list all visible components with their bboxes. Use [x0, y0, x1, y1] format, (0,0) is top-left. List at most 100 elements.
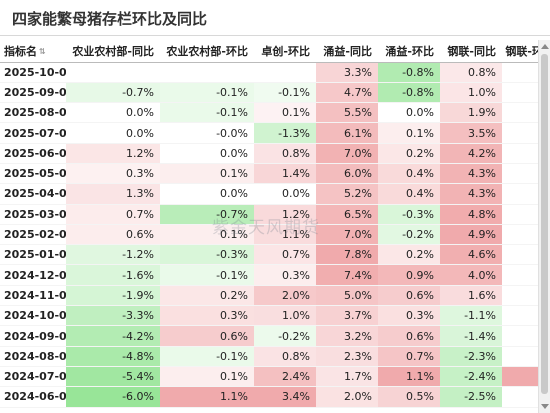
data-cell: 0. — [502, 285, 538, 307]
data-cell: 0.1% — [160, 366, 254, 388]
table-row[interactable]: 2024-10-01-3.3%0.3%1.0%3.7%0.3%-1.1%0. — [0, 305, 538, 327]
data-cell: 0. — [502, 183, 538, 205]
data-cell: 3.5% — [440, 122, 502, 144]
data-cell: 3.2% — [316, 325, 378, 347]
table-row[interactable]: 2025-06-011.2%0.0%0.8%7.0%0.2%4.2%0. — [0, 143, 538, 164]
data-cell: 1.1% — [254, 224, 316, 246]
data-cell: 0.1% — [254, 102, 316, 124]
data-cell: 3.7% — [316, 305, 378, 327]
scroll-up-icon[interactable] — [541, 44, 549, 49]
table-row[interactable]: 2025-03-010.7%-0.7%1.2%6.5%-0.3%4.8%0. — [0, 204, 538, 225]
table-row[interactable]: 2025-01-01-1.2%-0.3%0.7%7.8%0.2%4.6%0. — [0, 244, 538, 266]
column-header[interactable]: 涌益-环比 — [378, 40, 440, 63]
data-cell: 0.0% — [160, 183, 254, 205]
column-header[interactable]: 农业农村部-环比 — [160, 40, 254, 63]
row-date-cell: 2024-11-01 — [0, 285, 66, 307]
data-cell: 0.7% — [378, 346, 440, 367]
table-row[interactable]: 2024-12-01-1.6%-0.1%0.3%7.4%0.9%4.0%0. — [0, 264, 538, 286]
data-cell: -2.4% — [440, 366, 502, 388]
column-header[interactable]: 涌益-同比 — [316, 40, 378, 63]
data-cell: 2.4% — [254, 366, 316, 388]
data-cell: 0.8% — [254, 143, 316, 164]
data-cell: 4.3% — [440, 183, 502, 205]
row-date-cell: 2024-07-01 — [0, 366, 66, 388]
data-cell: 0.4% — [378, 183, 440, 205]
data-cell: 1.1% — [378, 366, 440, 388]
data-cell: -1.3% — [254, 122, 316, 144]
data-cell: 0.1% — [378, 122, 440, 144]
data-cell: 0. — [502, 143, 538, 164]
data-cell: 0. — [502, 325, 538, 347]
page-title: 四家能繁母猪存栏环比及同比 — [12, 10, 208, 28]
data-table: 指标名 ⇅ 农业农村部-同比 农业农村部-环比 卓创-环比 涌益-同比 涌益-环比 钢联-同比… — [0, 40, 538, 408]
data-cell: -4.2% — [66, 325, 160, 347]
data-cell: 7.4% — [316, 264, 378, 286]
table-row[interactable]: 2024-06-01-6.0%1.1%3.4%2.0%0.5%-2.5%0. — [0, 386, 538, 408]
table-row[interactable]: 2024-09-01-4.2%0.6%-0.2%3.2%0.6%-1.4%0. — [0, 325, 538, 347]
column-header[interactable]: 钢联-环比 — [502, 40, 538, 63]
data-cell: 0.0% — [66, 122, 160, 144]
table-body: 2025-10-013.3%-0.8%0.8%0.2025-09-01-0.7%… — [0, 62, 538, 408]
data-cell: -0.1% — [160, 346, 254, 367]
data-cell: -1.9% — [66, 285, 160, 307]
column-header[interactable]: 钢联-同比 — [440, 40, 502, 63]
row-date-cell: 2025-07-01 — [0, 122, 66, 144]
table-row[interactable]: 2025-02-010.6%0.1%1.1%7.0%-0.2%4.9%0. — [0, 224, 538, 246]
data-cell: 0.3% — [378, 305, 440, 327]
data-cell: 4.0% — [440, 264, 502, 286]
column-header-indicator[interactable]: 指标名 ⇅ — [0, 40, 66, 63]
data-cell: -3.3% — [66, 305, 160, 327]
row-date-cell: 2024-12-01 — [0, 264, 66, 286]
row-date-cell: 2024-09-01 — [0, 325, 66, 347]
data-cell: 0. — [502, 346, 538, 367]
data-cell: 0.0% — [160, 143, 254, 164]
data-cell: 4.8% — [440, 204, 502, 225]
data-cell — [66, 62, 160, 83]
data-cell: -6.0% — [66, 386, 160, 408]
data-cell: 0.2% — [378, 244, 440, 266]
data-cell: -1.4% — [440, 325, 502, 347]
scrollbar-thumb[interactable] — [541, 54, 548, 394]
data-cell: -0. — [502, 102, 538, 124]
data-cell: 5.0% — [316, 285, 378, 307]
table-row[interactable]: 2024-11-01-1.9%0.2%2.0%5.0%0.6%1.6%0. — [0, 285, 538, 307]
data-cell: -5.4% — [66, 366, 160, 388]
data-cell: 0.0% — [378, 102, 440, 124]
table-row[interactable]: 2025-09-01-0.7%-0.1%-0.1%4.7%-0.8%1.0%-0… — [0, 82, 538, 104]
table-row[interactable]: 2025-10-01 3.3%-0.8%0.8%0. — [0, 62, 538, 83]
row-date-cell: 2025-01-01 — [0, 244, 66, 266]
data-cell: 0.2% — [160, 285, 254, 307]
data-cell: 5.2% — [316, 183, 378, 205]
data-cell — [254, 62, 316, 83]
data-cell: 0. — [502, 264, 538, 286]
data-cell: -0.7% — [66, 82, 160, 104]
table-row[interactable]: 2025-07-010.0%-0.0%-1.3%6.1%0.1%3.5%0. — [0, 122, 538, 144]
table-row[interactable]: 2024-08-01-4.8%-0.1%0.8%2.3%0.7%-2.3%0. — [0, 346, 538, 367]
row-date-cell: 2025-05-01 — [0, 163, 66, 185]
data-cell: 0. — [502, 204, 538, 225]
sort-icon[interactable]: ⇅ — [39, 47, 46, 57]
column-header[interactable]: 卓创-环比 — [254, 40, 316, 63]
table-row[interactable]: 2024-07-01-5.4%0.1%2.4%1.7%1.1%-2.4%1. — [0, 366, 538, 388]
data-cell: 3.3% — [316, 62, 378, 83]
row-date-cell: 2025-09-01 — [0, 82, 66, 104]
table-row[interactable]: 2025-05-010.3%0.1%1.4%6.0%0.4%4.3%0. — [0, 163, 538, 185]
data-cell: -2.3% — [440, 346, 502, 367]
data-cell: 1.6% — [440, 285, 502, 307]
row-date-cell: 2025-06-01 — [0, 143, 66, 164]
row-date-cell: 2024-06-01 — [0, 386, 66, 408]
data-cell: 2.0% — [316, 386, 378, 408]
data-cell: 2.0% — [254, 285, 316, 307]
vertical-scrollbar[interactable] — [538, 40, 550, 413]
data-cell: 0.3% — [66, 163, 160, 185]
table-row[interactable]: 2025-08-010.0%-0.1%0.1%5.5%0.0%1.9%-0. — [0, 102, 538, 124]
data-cell: 1. — [502, 366, 538, 388]
data-cell: 0.7% — [254, 244, 316, 266]
data-cell: -2.5% — [440, 386, 502, 408]
data-cell: 0.6% — [378, 325, 440, 347]
data-cell: -1.6% — [66, 264, 160, 286]
data-cell: 1.7% — [316, 366, 378, 388]
scroll-down-icon[interactable] — [541, 404, 549, 409]
table-row[interactable]: 2025-04-011.3%0.0%0.0%5.2%0.4%4.3%0. — [0, 183, 538, 205]
column-header[interactable]: 农业农村部-同比 — [66, 40, 160, 63]
